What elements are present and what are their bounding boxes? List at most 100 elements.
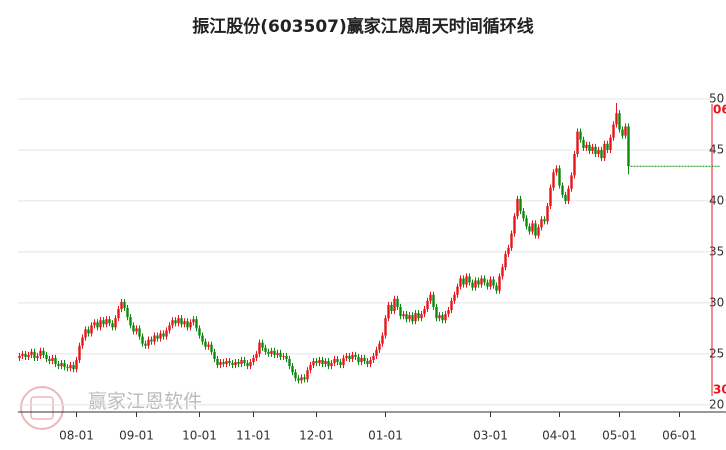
candle-body <box>438 315 441 319</box>
candle-body <box>117 309 120 319</box>
candle-body <box>414 313 417 322</box>
candle-body <box>36 355 39 358</box>
candle-body <box>42 350 45 355</box>
candle-body <box>441 315 444 321</box>
candle-body <box>519 198 522 212</box>
candle-body <box>246 363 249 367</box>
candle-body <box>579 131 582 140</box>
candle-body <box>357 356 360 363</box>
candle-body <box>588 144 591 151</box>
candle-body <box>540 219 543 228</box>
candle-body <box>534 223 537 236</box>
candle-body <box>429 294 432 301</box>
candle-body <box>69 365 72 369</box>
candle-body <box>132 325 135 332</box>
candle-body <box>114 318 117 328</box>
candle-body <box>480 278 483 285</box>
candle-body <box>552 172 555 188</box>
chart-title: 振江股份(603507)赢家江恩周天时间循环线 <box>192 16 534 37</box>
candle-body <box>207 344 210 347</box>
candle-body <box>510 233 513 248</box>
candle-body <box>183 321 186 325</box>
candle-body <box>576 131 579 155</box>
candle-body <box>264 347 267 352</box>
candle-body <box>537 227 540 236</box>
candle-body <box>501 267 504 277</box>
candle-body <box>180 318 183 325</box>
candle-body <box>30 351 33 355</box>
candle-body <box>594 146 597 155</box>
candle-body <box>285 355 288 359</box>
candle-body <box>45 354 48 359</box>
cycle-label: 06 <box>713 103 726 117</box>
candle-body <box>396 298 399 307</box>
candle-body <box>168 325 171 331</box>
y-tick-label: 20 <box>709 397 724 411</box>
candle-body <box>468 276 471 283</box>
candle-body <box>171 320 174 326</box>
candle-body <box>288 358 291 367</box>
candle-body <box>96 322 99 328</box>
candle-body <box>543 219 546 222</box>
candle-body <box>522 211 525 219</box>
candle-body <box>195 319 198 329</box>
candle-body <box>105 319 108 325</box>
x-tick-label: 06-01 <box>662 429 697 443</box>
candle-body <box>417 313 420 319</box>
candle-body <box>471 282 474 288</box>
candle-body <box>447 310 450 315</box>
candle-body <box>486 282 489 287</box>
candle-body <box>144 343 147 346</box>
candle-body <box>192 319 195 323</box>
x-tick-label: 04-01 <box>542 429 577 443</box>
x-tick-label: 10-01 <box>182 429 217 443</box>
candle-body <box>405 314 408 320</box>
candle-body <box>153 335 156 342</box>
candle-body <box>48 358 51 362</box>
candle-body <box>216 358 219 366</box>
watermark-logo <box>20 386 64 430</box>
candle-body <box>315 361 318 364</box>
candle-body <box>558 168 561 186</box>
candle-body <box>435 306 438 319</box>
candle-body <box>201 335 204 342</box>
candle-body <box>465 276 468 285</box>
candle-body <box>390 304 393 312</box>
candle-body <box>291 366 294 373</box>
candle-body <box>339 362 342 366</box>
candle-body <box>75 359 78 370</box>
candle-body <box>222 362 225 365</box>
y-tick-label: 45 <box>709 142 724 156</box>
candle-body <box>336 358 339 363</box>
candle-body <box>573 154 576 176</box>
candle-body <box>321 359 324 365</box>
candle-body <box>270 350 273 354</box>
candle-body <box>456 286 459 295</box>
candle-body <box>507 247 510 254</box>
candle-body <box>225 361 228 365</box>
candle-body <box>228 361 231 364</box>
candle-body <box>123 301 126 308</box>
candle-body <box>27 354 30 357</box>
y-tick-label: 50 <box>709 91 724 105</box>
x-tick-label: 11-01 <box>236 429 271 443</box>
candle-body <box>54 357 57 365</box>
candle-body <box>384 318 387 336</box>
candle-body <box>363 357 366 362</box>
candle-body <box>564 194 567 201</box>
candle-body <box>21 353 24 356</box>
candle-body <box>618 113 621 130</box>
candle-body <box>381 335 384 344</box>
candle-body <box>279 352 282 357</box>
candle-body <box>93 322 96 326</box>
candle-body <box>111 323 114 328</box>
candle-body <box>102 320 105 325</box>
candle-body <box>432 294 435 307</box>
candle-body <box>306 370 309 380</box>
candle-body <box>420 314 423 319</box>
candle-body <box>78 345 81 360</box>
candle-body <box>327 361 330 367</box>
candle-body <box>372 355 375 360</box>
